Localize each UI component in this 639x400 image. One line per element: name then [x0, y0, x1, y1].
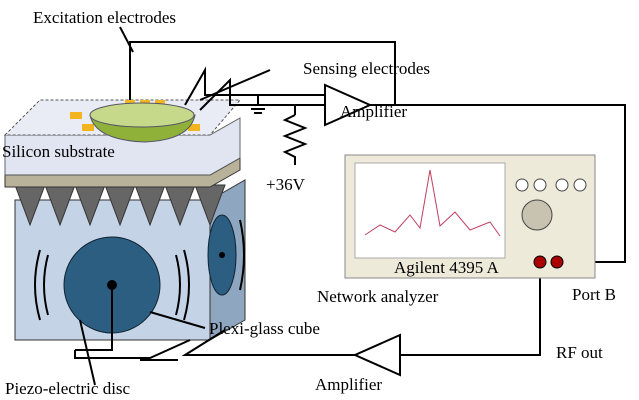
- amplifier-bottom: [355, 335, 400, 375]
- label: Port B: [572, 285, 616, 304]
- port-a: [534, 256, 546, 268]
- label: Plexi-glass cube: [209, 319, 320, 338]
- label: Amplifier: [340, 102, 407, 121]
- label: Excitation electrodes: [33, 8, 176, 27]
- label: Silicon substrate: [2, 142, 115, 161]
- label: Network analyzer: [317, 287, 439, 306]
- side-disc-center: [219, 252, 225, 258]
- analyzer-screen: [355, 163, 505, 258]
- label: +36V: [266, 175, 306, 194]
- label: Amplifier: [315, 375, 382, 394]
- label: Piezo-electric disc: [5, 379, 131, 398]
- diagram: Excitation electrodes Sensing electrodes…: [0, 0, 639, 400]
- label: Agilent 4395 A: [394, 258, 500, 277]
- label: Sensing electrodes: [303, 59, 430, 78]
- port-b: [551, 256, 563, 268]
- label: RF out: [556, 343, 603, 362]
- droplet-top: [90, 103, 194, 127]
